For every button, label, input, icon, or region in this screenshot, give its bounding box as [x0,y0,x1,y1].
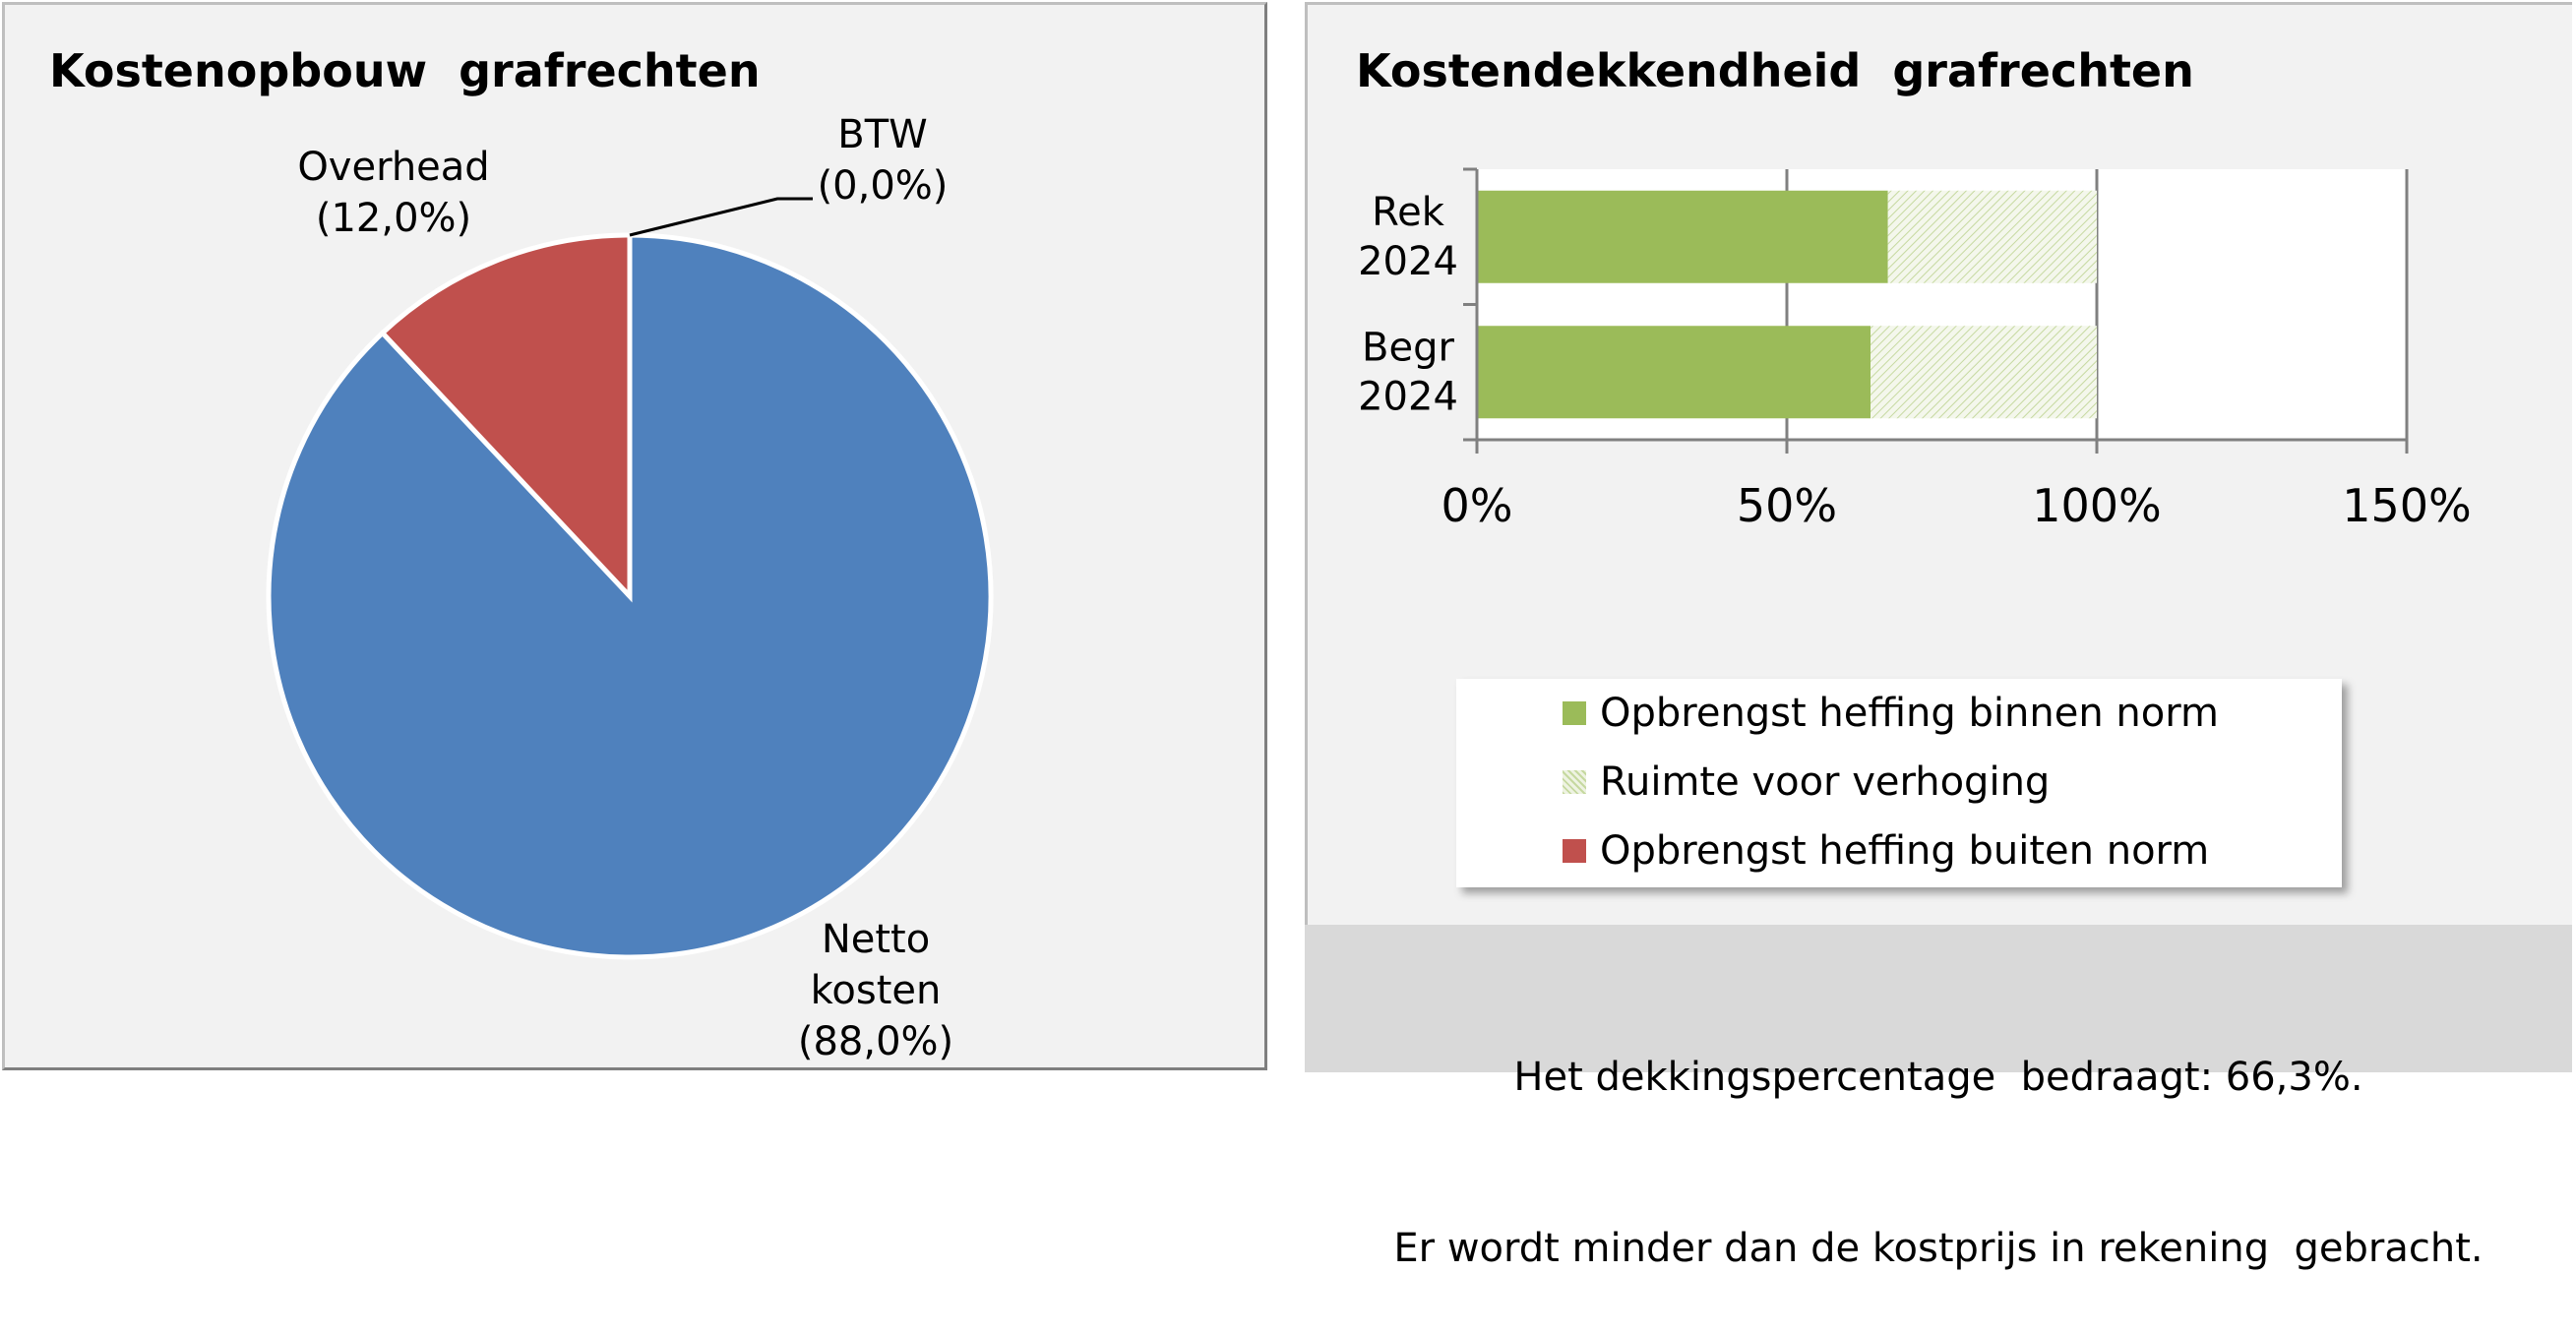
pie-chart-title: Kostenopbouw grafrechten [49,44,761,97]
legend-label: Opbrengst heffing buiten norm [1600,828,2210,874]
x-tick-label: 150% [2342,479,2472,532]
bar-rek-2024-series-0 [1477,190,1888,283]
legend-swatch [1563,701,1586,725]
legend-swatch [1563,770,1586,794]
legend-label: Ruimte voor verhoging [1600,759,2051,805]
legend-label: Opbrengst heffing binnen norm [1600,691,2219,736]
pie-slice-overhead [379,232,633,603]
x-tick-label: 0% [1441,479,1513,532]
btw-leader-line [629,197,813,237]
bar-chart-title: Kostendekkendheid grafrechten [1356,44,2194,97]
bar-begr-2024-series-0 [1477,326,1871,419]
pie-chart: Netto kosten (88,0%) BTW (0,0%) Overhead (12,0… [266,112,994,1064]
x-tick-label: 100% [2032,479,2162,532]
legend-swatch [1563,839,1586,863]
summary-footer: Het dekkingspercentage bedraagt: 66,3%. … [1305,925,2572,1271]
legend-item-binnen-norm: Opbrengst heffing binnen norm [1563,689,2219,738]
pie-label-btw: BTW (0,0%) [818,112,949,209]
summary-line-1: Het dekkingspercentage bedraagt: 66,3%. [1513,1055,2363,1100]
bar-rek-2024-series-1 [1887,190,2097,283]
x-tick-label: 50% [1737,479,1837,532]
category-label: Begr 2024 [1358,325,1458,419]
bar-chart: 0% 50% 100% 150% Rek 2024 Begr 2024 [1358,167,2472,532]
chart-legend: Opbrengst heffing binnen norm Ruimte voo… [1456,679,2342,887]
legend-item-buiten-norm: Opbrengst heffing buiten norm [1563,826,2209,876]
legend-item-ruimte: Ruimte voor verhoging [1563,758,2050,807]
pie-label-netto-kosten: Netto kosten (88,0%) [798,917,953,1064]
pie-label-overhead: Overhead (12,0%) [297,145,489,241]
category-label: Rek 2024 [1358,190,1458,284]
summary-line-2: Er wordt minder dan de kostprijs in reke… [1393,1226,2484,1271]
bar-begr-2024-series-1 [1871,326,2097,419]
